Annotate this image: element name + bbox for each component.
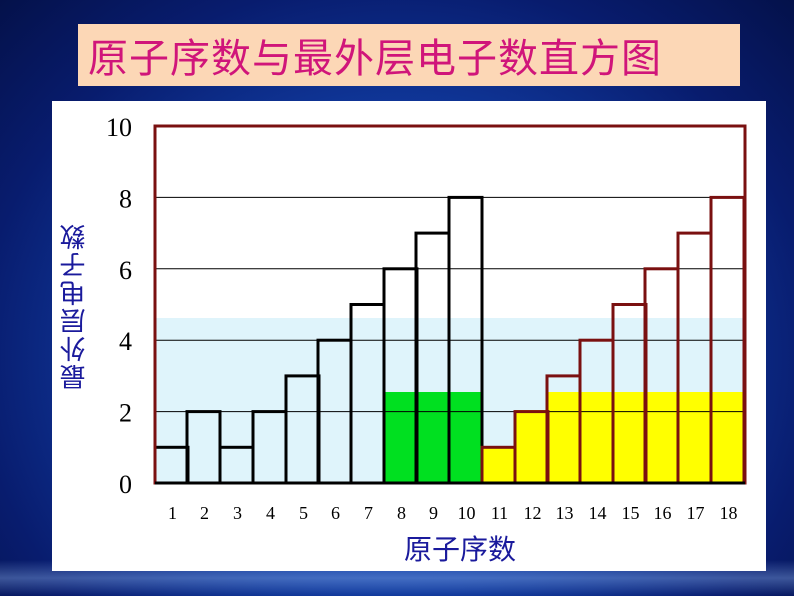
y-axis-title: 最外层电子数 xyxy=(60,222,90,390)
x-tick-label: 4 xyxy=(266,503,275,523)
y-tick-label: 8 xyxy=(119,184,132,213)
x-tick-label: 3 xyxy=(233,503,242,523)
x-tick-label: 6 xyxy=(331,503,340,523)
x-tick-labels: 1 2 3 4 5 6 7 8 9 10 11 12 13 14 15 16 17 18 xyxy=(168,503,738,523)
x-tick-label: 2 xyxy=(200,503,209,523)
x-tick-label: 9 xyxy=(429,503,438,523)
x-tick-label: 7 xyxy=(364,503,373,523)
x-axis-title: 原子序数 xyxy=(403,533,516,566)
x-tick-label: 15 xyxy=(622,503,640,523)
x-tick-label: 17 xyxy=(687,503,705,523)
x-tick-label: 1 xyxy=(168,503,177,523)
x-tick-label: 8 xyxy=(397,503,406,523)
y-tick-label: 2 xyxy=(119,399,132,428)
y-tick-label: 4 xyxy=(119,327,132,356)
plot-frame xyxy=(153,124,747,485)
y-tick-label: 6 xyxy=(119,256,132,285)
x-tick-label: 14 xyxy=(589,503,607,523)
yellow-highlight-mid xyxy=(515,410,547,483)
x-tick-label: 18 xyxy=(720,503,738,523)
page-title: 原子序数与最外层电子数直方图 xyxy=(78,24,740,86)
y-tick-label: 0 xyxy=(119,470,132,499)
y-tick-labels: 0 2 4 6 8 10 xyxy=(106,113,132,499)
x-tick-label: 16 xyxy=(654,503,672,523)
y-tick-label: 10 xyxy=(106,113,132,142)
x-tick-label: 12 xyxy=(524,503,542,523)
green-highlight xyxy=(384,392,482,483)
x-tick-label: 13 xyxy=(556,503,574,523)
x-tick-label: 10 xyxy=(458,503,476,523)
x-tick-label: 11 xyxy=(491,503,508,523)
x-tick-label: 5 xyxy=(299,503,308,523)
